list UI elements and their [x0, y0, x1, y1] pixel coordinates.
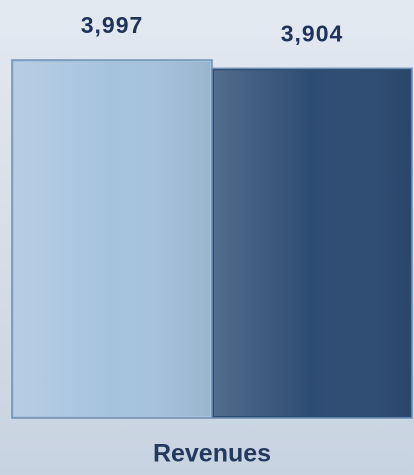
value-label: 3,904: [281, 20, 344, 46]
bar-sheen: [14, 62, 210, 416]
category-label: Revenues: [153, 440, 271, 468]
bar-sheen: [214, 70, 410, 417]
value-label: 3,997: [81, 12, 144, 38]
